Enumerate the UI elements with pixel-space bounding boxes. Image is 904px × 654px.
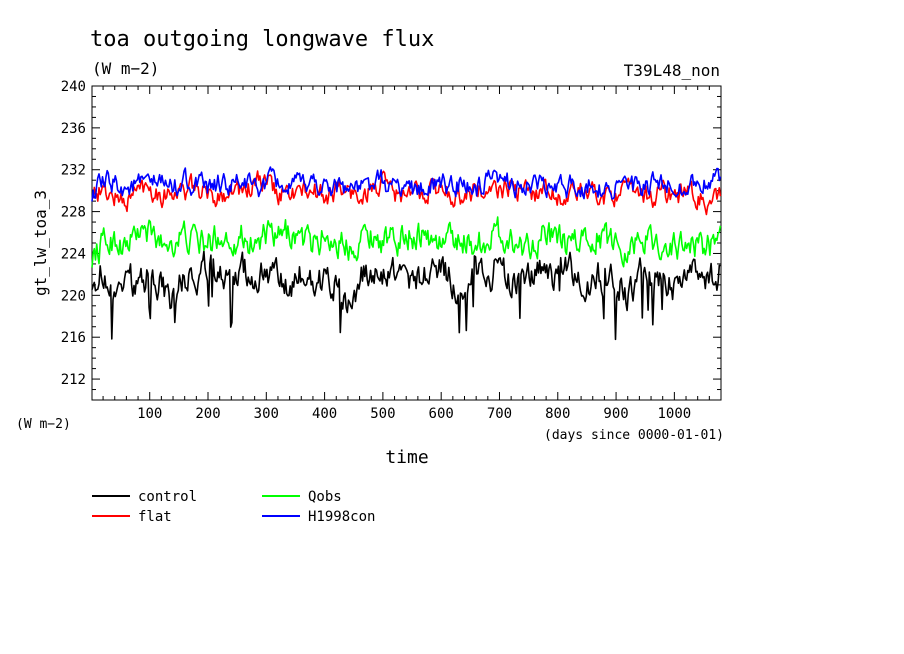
plot-lines (91, 166, 722, 341)
y-tick-label: 220 (61, 288, 86, 304)
x-axis: 100 200 300 400 500 600 700 800 900 1000 (102, 86, 710, 422)
chart-units: (W m−2) (92, 59, 159, 78)
y-tick-label: 228 (61, 205, 86, 221)
x-tick-label: 500 (370, 406, 395, 422)
y-tick-label: 216 (61, 330, 86, 346)
x-tick-label: 100 (137, 406, 162, 422)
x-tick-label: 300 (254, 406, 279, 422)
chart-title: toa outgoing longwave flux (90, 27, 434, 52)
y-tick-label: 232 (61, 163, 86, 179)
legend: control flat Qobs H1998con (92, 489, 375, 525)
y-tick-label: 240 (61, 79, 86, 95)
x-axis-label: time (385, 447, 428, 468)
series-line-control (91, 250, 721, 341)
y-axis-label: gt_lw_toa_3 (31, 190, 50, 296)
series-line-h1998con (91, 166, 722, 202)
x-units-label: (days since 0000-01-01) (544, 428, 724, 443)
y-tick-label: 212 (61, 372, 86, 388)
legend-label-qobs: Qobs (308, 489, 342, 505)
x-tick-label: 1000 (658, 406, 692, 422)
y-tick-label: 224 (61, 246, 86, 262)
x-tick-label: 600 (429, 406, 454, 422)
legend-label-h1998con: H1998con (308, 509, 375, 525)
legend-label-flat: flat (138, 509, 172, 525)
y-tick-label: 236 (61, 121, 86, 137)
x-tick-label: 800 (545, 406, 570, 422)
y-units-label: (W m−2) (16, 417, 71, 432)
x-tick-label: 900 (603, 406, 628, 422)
series-line-qobs (91, 216, 722, 268)
legend-label-control: control (138, 489, 197, 505)
x-tick-label: 400 (312, 406, 337, 422)
x-tick-label: 700 (487, 406, 512, 422)
run-label: T39L48_non (624, 61, 720, 80)
x-tick-label: 200 (195, 406, 220, 422)
